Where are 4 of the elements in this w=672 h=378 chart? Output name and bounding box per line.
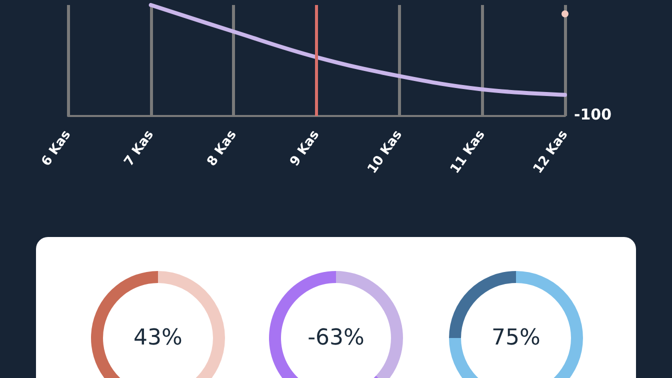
text: 43% <box>134 326 182 350</box>
text: 75% <box>492 326 540 350</box>
text: -63% <box>308 326 364 350</box>
text: -100 <box>574 106 612 124</box>
